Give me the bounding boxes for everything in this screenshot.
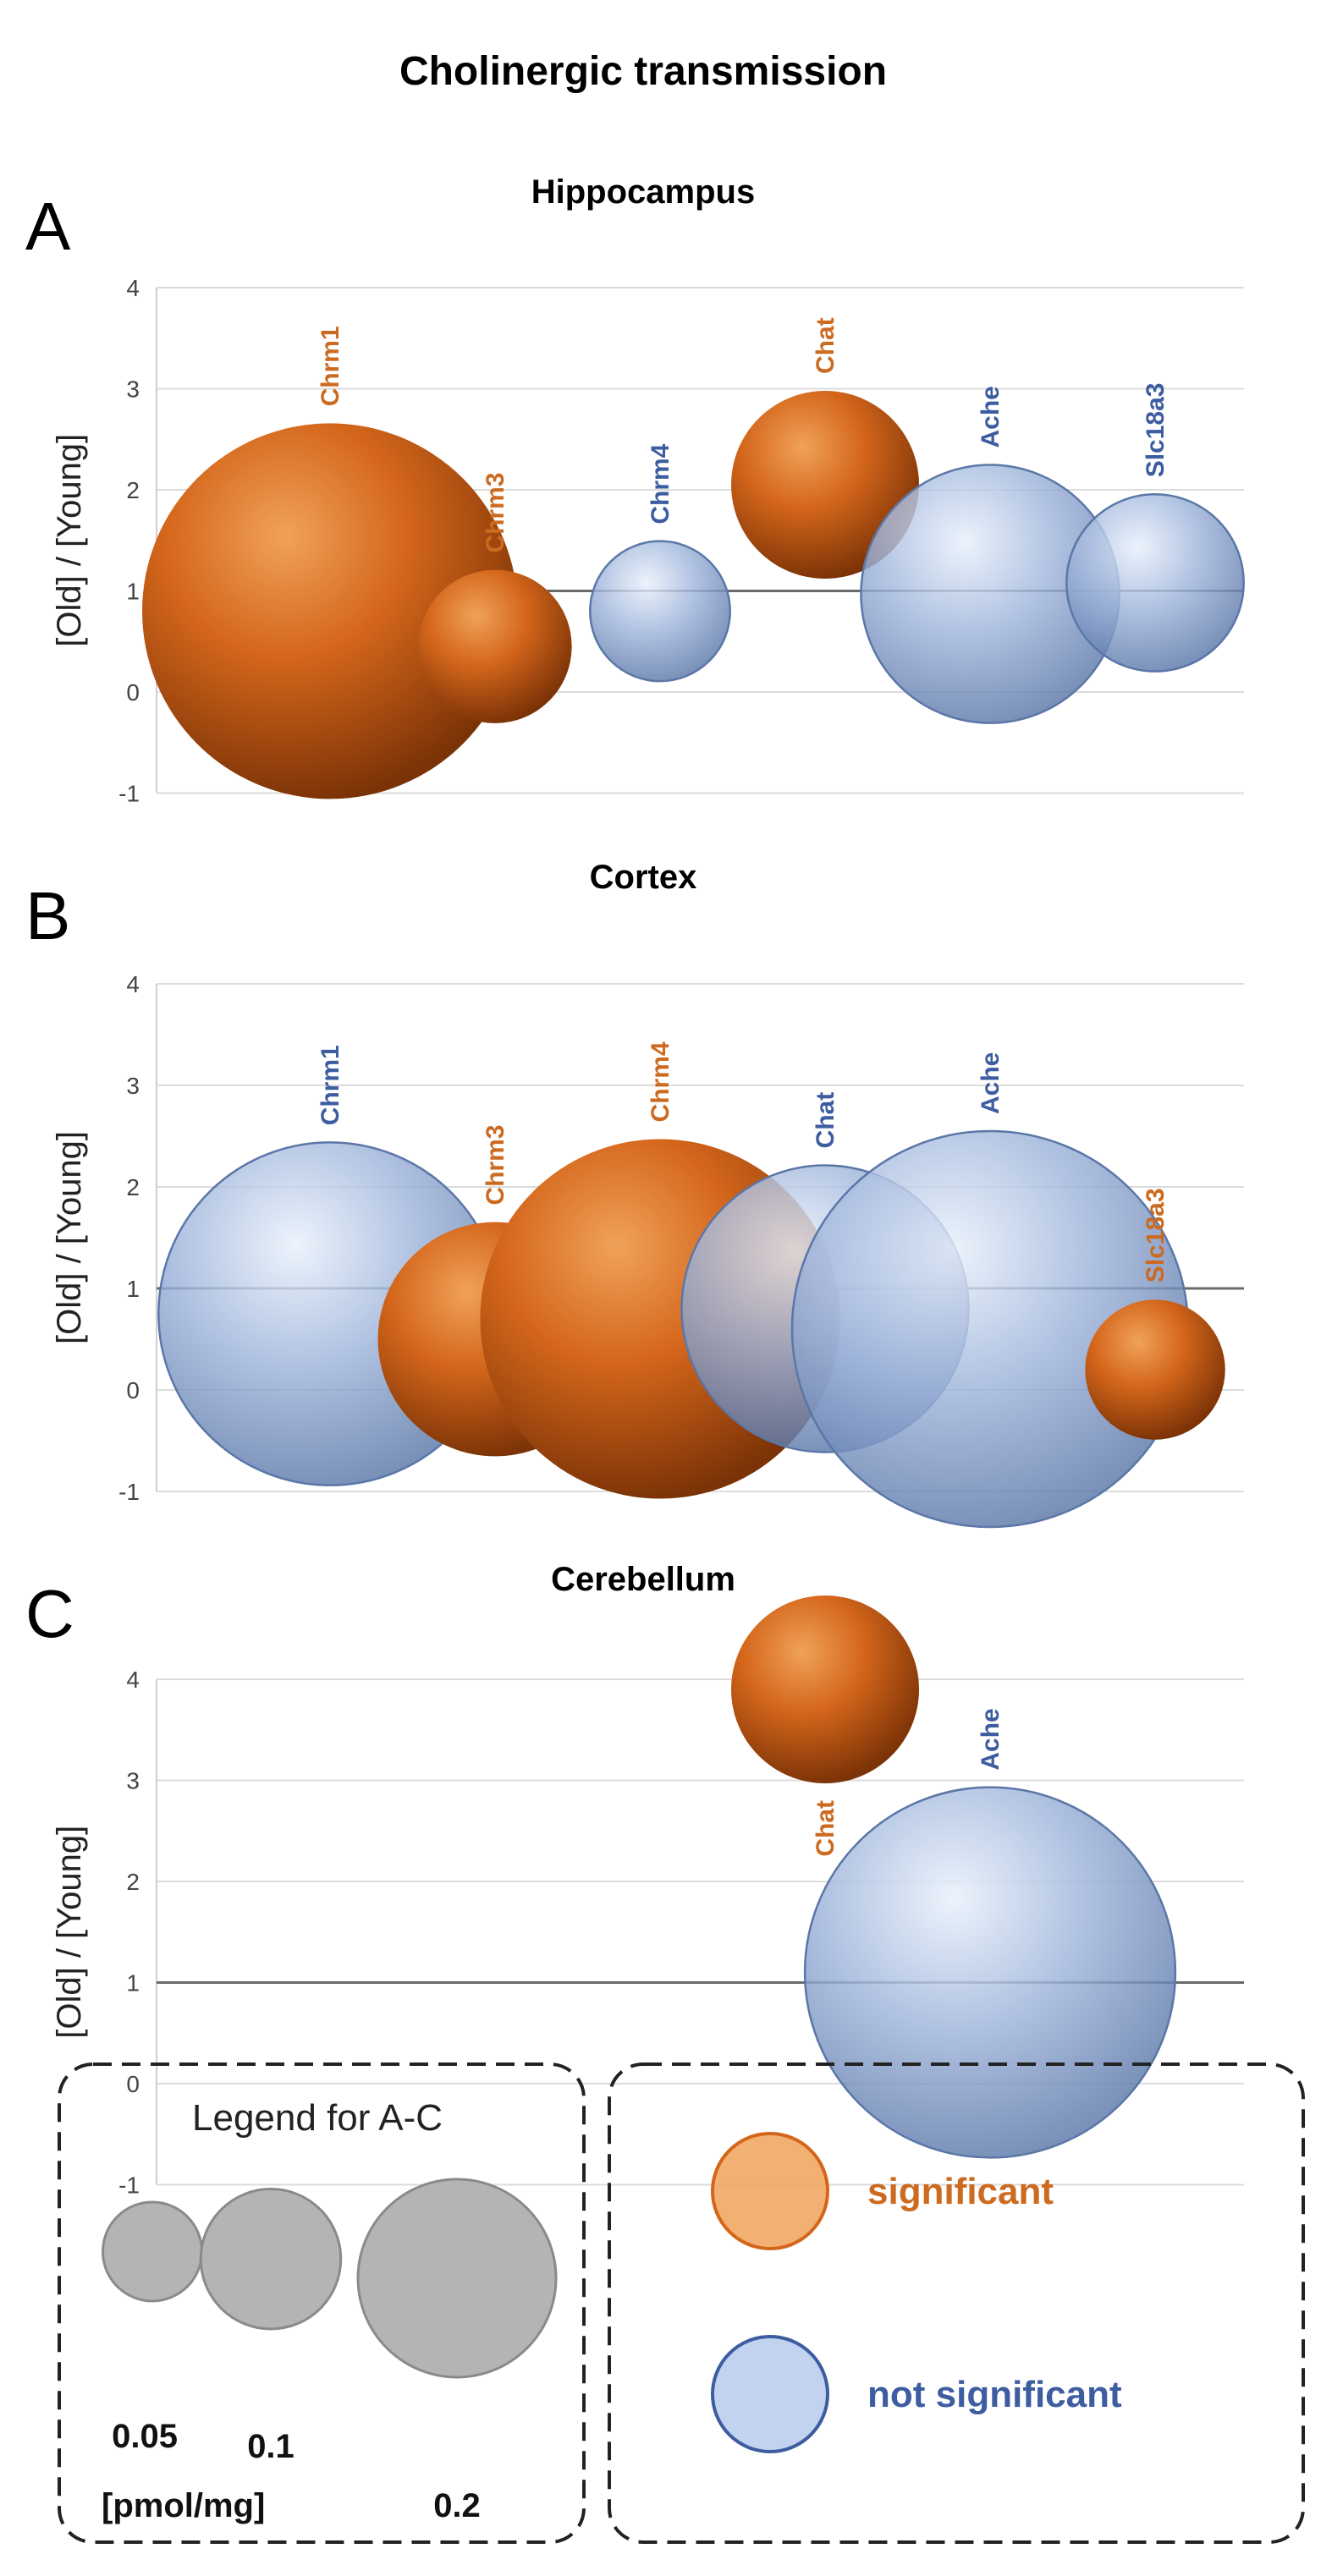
size-legend-title: Legend for A-C: [192, 2097, 443, 2139]
status-legend: significant not significant: [608, 2062, 1305, 2544]
gene-label-ache: Ache: [977, 1052, 1005, 1114]
figure-title: Cholinergic transmission: [399, 49, 887, 94]
bubble-chrm1: [142, 423, 518, 799]
y-tick-label: 0: [126, 2071, 140, 2097]
size-legend-unit: [pmol/mg]: [102, 2487, 265, 2524]
y-tick-label: 4: [126, 971, 140, 997]
panel-letter: C: [25, 1576, 74, 1651]
gene-label-chrm3: Chrm3: [482, 473, 509, 553]
panel-A: -1 0 1 2 3 4 Hippocampus A [Old] / [Young] Chrm1 C…: [25, 173, 1245, 807]
panel-letter: A: [25, 189, 71, 264]
significant-swatch: [711, 2132, 829, 2250]
gene-label-ache: Ache: [977, 386, 1005, 448]
bubble-chrm4: [589, 540, 731, 683]
gene-label-chrm1: Chrm1: [316, 1045, 344, 1125]
y-tick-label: 4: [126, 275, 140, 301]
y-tick-label: -1: [118, 2172, 140, 2199]
panel-letter: B: [25, 878, 70, 953]
y-tick-label: 3: [126, 1768, 140, 1794]
gene-label-chat: Chat: [812, 1092, 839, 1149]
bubble-chat: [731, 1595, 919, 1783]
not-significant-swatch: [711, 2335, 829, 2453]
y-axis-label: [Old] / [Young]: [51, 1826, 88, 2039]
size-legend-circle-0.2: [356, 2178, 558, 2379]
y-tick-label: 1: [126, 1970, 140, 1997]
y-tick-label: 2: [126, 477, 140, 503]
significant-label: significant: [867, 2171, 1054, 2212]
y-tick-label: 0: [126, 1377, 140, 1403]
y-tick-label: 0: [126, 679, 140, 706]
y-tick-label: -1: [118, 1479, 140, 1505]
gene-label-chrm4: Chrm4: [647, 1041, 674, 1122]
gene-label-chrm3: Chrm3: [482, 1125, 509, 1206]
gene-label-slc18a3: Slc18a3: [1142, 1188, 1170, 1283]
gene-label-chrm4: Chrm4: [647, 443, 674, 524]
y-tick-label: 2: [126, 1869, 140, 1895]
size-legend-value-0.1: 0.1: [247, 2428, 294, 2465]
bubble-chrm3: [418, 569, 572, 723]
gene-label-chrm1: Chrm1: [316, 326, 344, 406]
y-tick-label: 1: [126, 1276, 140, 1302]
y-axis-label: [Old] / [Young]: [51, 1131, 88, 1344]
y-tick-label: 1: [126, 579, 140, 605]
status-legend-box: [608, 2062, 1305, 2544]
size-legend-circle-0.05: [102, 2200, 203, 2303]
panel-B: -1 0 1 2 3 4 Cortex B [Old] / [Young] Chrm1 Chrm3 C…: [25, 859, 1244, 1529]
y-tick-label: 3: [126, 1073, 140, 1099]
bubble-slc18a3: [1085, 1299, 1225, 1440]
size-legend-value-0.05: 0.05: [112, 2418, 178, 2455]
gene-label-chat: Chat: [812, 1800, 839, 1857]
size-legend-circle-0.1: [199, 2188, 343, 2331]
gene-label-ache: Ache: [977, 1708, 1005, 1770]
size-legend: Legend for A-C 0.05 0.1 0.2 [pmol/mg]: [58, 2062, 586, 2544]
size-legend-circles: [102, 2178, 558, 2379]
y-tick-label: 3: [126, 376, 140, 403]
gene-label-slc18a3: Slc18a3: [1142, 383, 1170, 478]
y-axis-label: [Old] / [Young]: [51, 434, 88, 647]
size-legend-value-0.2: 0.2: [433, 2487, 481, 2524]
y-tick-label: 2: [126, 1174, 140, 1200]
gene-label-chat: Chat: [812, 317, 839, 374]
bubble-chat: [731, 391, 919, 579]
panel-title: Cortex: [590, 859, 697, 896]
bubble-slc18a3: [1065, 493, 1245, 673]
y-tick-label: 4: [126, 1667, 140, 1693]
panel-title: Hippocampus: [531, 173, 755, 211]
panel-title: Cerebellum: [551, 1561, 735, 1598]
not-significant-label: not significant: [867, 2374, 1122, 2415]
panels: -1 0 1 2 3 4 Hippocampus A [Old] / [Young] Chrm1 C…: [25, 173, 1245, 2199]
y-tick-label: -1: [118, 781, 140, 807]
bubble-ache: [803, 1786, 1177, 2159]
